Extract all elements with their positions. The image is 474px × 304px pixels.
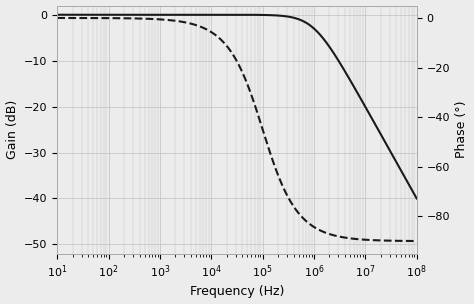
X-axis label: Frequency (Hz): Frequency (Hz): [190, 285, 284, 299]
Y-axis label: Gain (dB): Gain (dB): [6, 100, 18, 159]
Y-axis label: Phase (°): Phase (°): [456, 101, 468, 158]
